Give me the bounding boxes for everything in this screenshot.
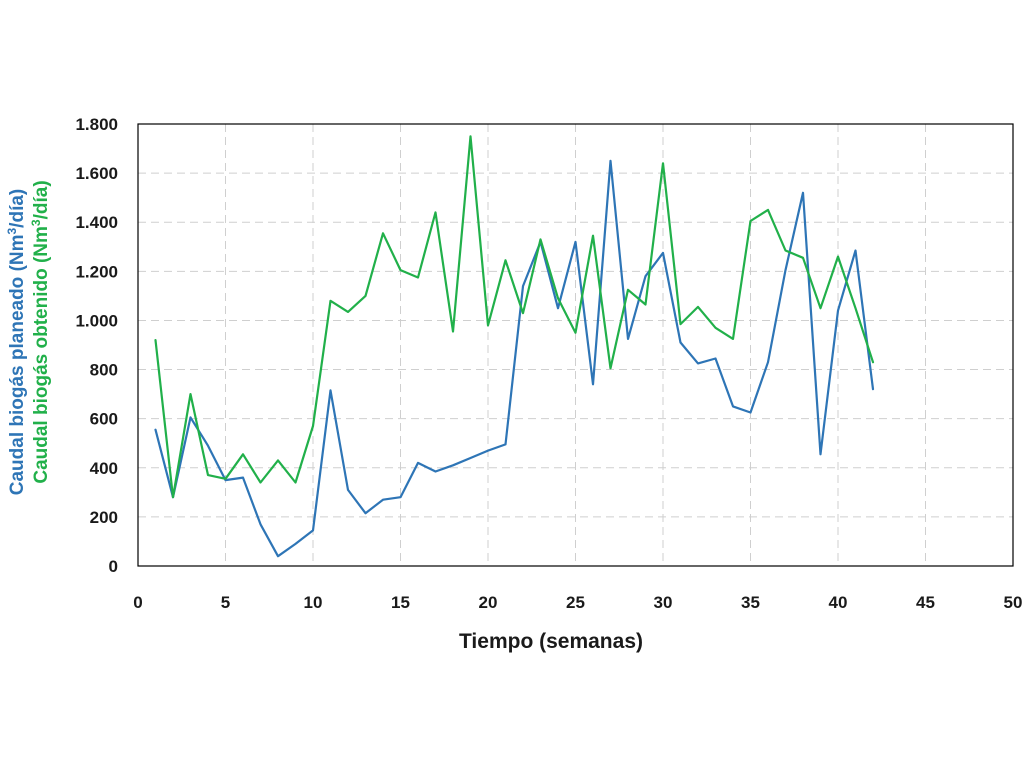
- y-tick-label: 1.200: [75, 262, 118, 281]
- y-axis-title-obtenido: Caudal biogás obtenido (Nm3/día): [29, 180, 52, 483]
- x-tick-label: 20: [479, 593, 498, 612]
- y-axis-title-planeado: Caudal biogás planeado (Nm3/día): [5, 189, 28, 496]
- x-tick-label: 0: [133, 593, 142, 612]
- x-axis-title: Tiempo (semanas): [459, 630, 643, 653]
- x-tick-label: 30: [654, 593, 673, 612]
- x-tick-label: 45: [916, 593, 935, 612]
- y-tick-label: 200: [90, 508, 118, 527]
- grid-lines: [138, 124, 1013, 566]
- y-tick-label: 400: [90, 459, 118, 478]
- series-lines: [154, 135, 875, 558]
- y-tick-label: 1.600: [75, 164, 118, 183]
- x-tick-label: 35: [741, 593, 760, 612]
- y-tick-label: 0: [109, 557, 118, 576]
- y-tick-label: 1.800: [75, 115, 118, 134]
- x-tick-label: 5: [221, 593, 230, 612]
- plot-area-border: [137, 123, 1014, 567]
- series-line-obtenido: [154, 135, 875, 499]
- x-tick-label: 50: [1004, 593, 1023, 612]
- x-tick-label: 15: [391, 593, 410, 612]
- x-tick-label: 25: [566, 593, 585, 612]
- x-tick-label: 10: [304, 593, 323, 612]
- y-tick-label: 600: [90, 410, 118, 429]
- x-tick-labels: 0 5 10 15 20 25 30 35 40 45 50: [133, 593, 1022, 612]
- series-line-planeado: [154, 159, 875, 558]
- y-tick-label: 1.000: [75, 311, 118, 330]
- y-tick-labels: 0 200 400 600 800 1.000 1.200 1.400 1.600 1.800: [75, 115, 118, 576]
- x-tick-label: 40: [829, 593, 848, 612]
- y-tick-label: 1.400: [75, 213, 118, 232]
- y-tick-label: 800: [90, 361, 118, 380]
